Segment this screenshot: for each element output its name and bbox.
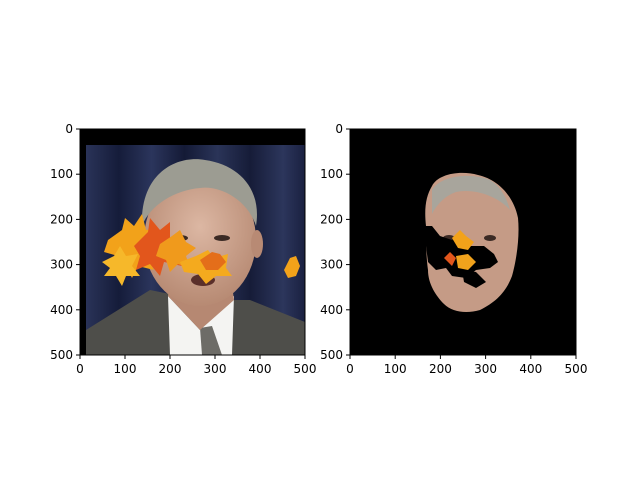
x-tick-label: 100 [114, 362, 137, 376]
y-tick-label: 100 [320, 167, 343, 181]
hair [141, 159, 257, 226]
x-tick-label: 400 [519, 362, 542, 376]
x-tick-label: 0 [346, 362, 354, 376]
occlusion-hole [420, 226, 498, 278]
y-tick-label: 200 [320, 212, 343, 226]
tie [200, 326, 222, 355]
x-tick-label: 200 [159, 362, 182, 376]
y-tick-label: 500 [50, 348, 73, 362]
y-tick-label: 0 [65, 122, 73, 136]
y-tick-label: 0 [335, 122, 343, 136]
x-tick-label: 300 [474, 362, 497, 376]
y-tick-label: 400 [50, 303, 73, 317]
x-tick-label: 0 [76, 362, 84, 376]
y-tick-label: 200 [50, 212, 73, 226]
autumn-leaves [102, 214, 300, 286]
y-tick-label: 100 [50, 167, 73, 181]
x-tick-label: 400 [249, 362, 272, 376]
y-tick-label: 300 [320, 258, 343, 272]
right-image [350, 129, 576, 355]
left-image [80, 129, 305, 355]
shirt [168, 296, 234, 355]
x-tick-label: 100 [384, 362, 407, 376]
y-tick-label: 500 [320, 348, 343, 362]
x-tick-label: 500 [294, 362, 317, 376]
y-tick-label: 400 [320, 303, 343, 317]
x-tick-label: 300 [204, 362, 227, 376]
y-tick-label: 300 [50, 258, 73, 272]
x-tick-label: 500 [565, 362, 588, 376]
x-tick-label: 200 [429, 362, 452, 376]
